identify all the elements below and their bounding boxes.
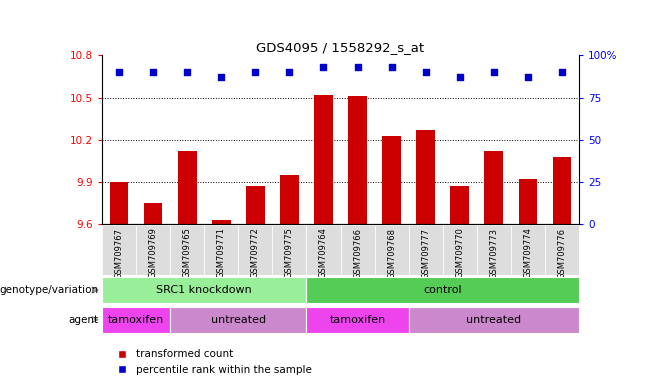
Bar bbox=[102, 307, 170, 333]
Text: GSM709777: GSM709777 bbox=[421, 227, 430, 278]
Bar bbox=[409, 225, 443, 275]
Point bbox=[352, 64, 363, 70]
Text: GSM709774: GSM709774 bbox=[523, 227, 532, 278]
Bar bbox=[102, 277, 307, 303]
Point bbox=[489, 69, 499, 75]
Point bbox=[557, 69, 567, 75]
Bar bbox=[443, 225, 477, 275]
Bar bbox=[545, 225, 579, 275]
Bar bbox=[341, 225, 374, 275]
Point bbox=[455, 74, 465, 80]
Point bbox=[522, 74, 533, 80]
Bar bbox=[246, 186, 265, 224]
Bar bbox=[178, 151, 197, 224]
Text: tamoxifen: tamoxifen bbox=[330, 314, 386, 325]
Bar bbox=[143, 203, 163, 224]
Bar bbox=[511, 225, 545, 275]
Point bbox=[420, 69, 431, 75]
Text: untreated: untreated bbox=[211, 314, 266, 325]
Text: agent: agent bbox=[68, 314, 99, 325]
Bar bbox=[417, 130, 435, 224]
Bar bbox=[307, 277, 579, 303]
Bar bbox=[272, 225, 307, 275]
Bar bbox=[136, 225, 170, 275]
Bar bbox=[238, 225, 272, 275]
Point bbox=[250, 69, 261, 75]
Bar bbox=[110, 182, 128, 224]
Text: GSM709770: GSM709770 bbox=[455, 227, 465, 278]
Text: GSM709773: GSM709773 bbox=[490, 227, 498, 278]
Legend: transformed count, percentile rank within the sample: transformed count, percentile rank withi… bbox=[107, 345, 316, 379]
Bar bbox=[348, 96, 367, 224]
Bar bbox=[204, 225, 238, 275]
Text: GSM709765: GSM709765 bbox=[183, 227, 191, 278]
Bar bbox=[307, 307, 409, 333]
Text: tamoxifen: tamoxifen bbox=[108, 314, 164, 325]
Bar bbox=[314, 95, 333, 224]
Text: control: control bbox=[424, 285, 462, 295]
Bar bbox=[553, 157, 571, 224]
Text: GSM709767: GSM709767 bbox=[114, 227, 124, 278]
Text: GSM709771: GSM709771 bbox=[216, 227, 226, 278]
Text: SRC1 knockdown: SRC1 knockdown bbox=[157, 285, 252, 295]
Text: genotype/variation: genotype/variation bbox=[0, 285, 99, 295]
Point bbox=[182, 69, 192, 75]
Text: GSM709769: GSM709769 bbox=[149, 227, 158, 278]
Point bbox=[318, 64, 329, 70]
Point bbox=[284, 69, 295, 75]
Bar bbox=[382, 136, 401, 224]
Bar bbox=[212, 220, 230, 224]
Bar bbox=[280, 175, 299, 224]
Bar bbox=[451, 186, 469, 224]
Bar bbox=[519, 179, 538, 224]
Text: GSM709764: GSM709764 bbox=[319, 227, 328, 278]
Point bbox=[148, 69, 159, 75]
Bar bbox=[307, 225, 340, 275]
Text: GSM709766: GSM709766 bbox=[353, 227, 362, 278]
Text: GSM709772: GSM709772 bbox=[251, 227, 260, 278]
Bar bbox=[477, 225, 511, 275]
Text: GSM709768: GSM709768 bbox=[387, 227, 396, 278]
Title: GDS4095 / 1558292_s_at: GDS4095 / 1558292_s_at bbox=[257, 41, 424, 54]
Point bbox=[386, 64, 397, 70]
Text: GSM709775: GSM709775 bbox=[285, 227, 294, 278]
Bar bbox=[374, 225, 409, 275]
Bar bbox=[170, 307, 307, 333]
Bar bbox=[409, 307, 579, 333]
Bar bbox=[484, 151, 503, 224]
Point bbox=[114, 69, 124, 75]
Text: GSM709776: GSM709776 bbox=[557, 227, 567, 278]
Bar bbox=[170, 225, 204, 275]
Point bbox=[216, 74, 226, 80]
Text: untreated: untreated bbox=[467, 314, 521, 325]
Bar bbox=[102, 225, 136, 275]
